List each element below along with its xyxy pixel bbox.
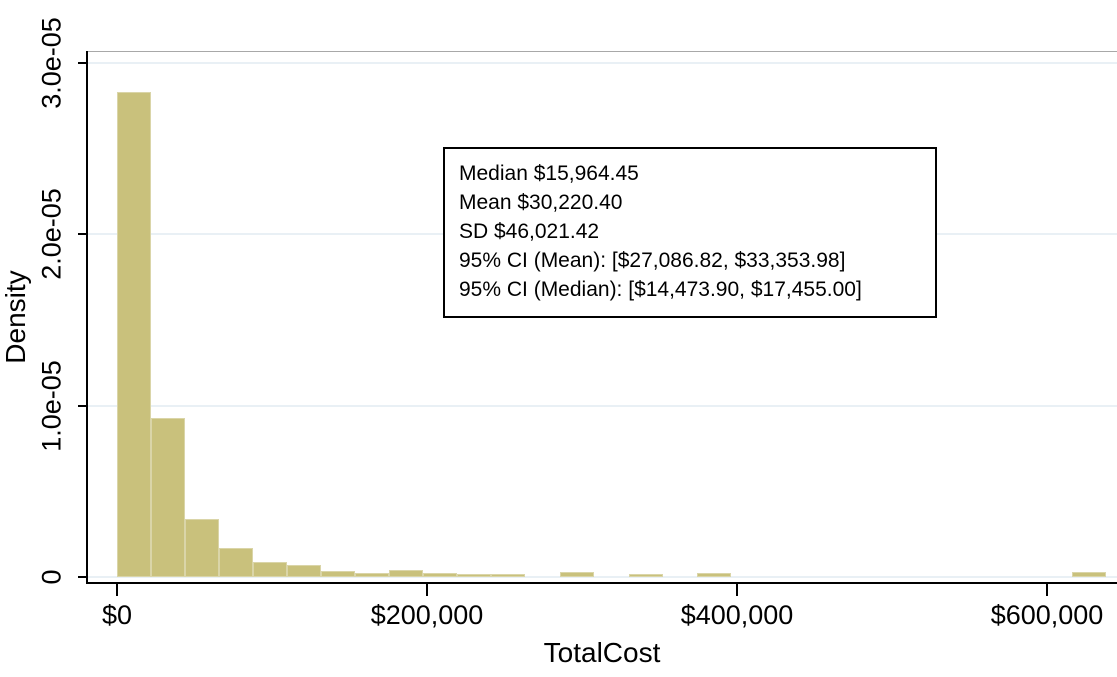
y-tick-label: 1.0e-05 <box>36 360 67 452</box>
histogram-bar <box>355 573 389 577</box>
y-tick-mark <box>78 62 87 64</box>
histogram-bar <box>491 574 525 577</box>
stat-sd: SD $46,021.42 <box>459 220 600 243</box>
stats-annotation-box: Median $15,964.45 Mean $30,220.40 SD $46… <box>443 147 937 318</box>
x-axis-line <box>86 582 1117 584</box>
y-tick-label: 3.0e-05 <box>36 17 67 109</box>
histogram-bar <box>253 562 287 577</box>
histogram-bar <box>117 92 151 577</box>
x-tick-mark <box>1046 584 1048 596</box>
stat-mean: Mean $30,220.40 <box>459 191 623 214</box>
plot-top-border <box>86 51 1117 52</box>
x-tick-mark <box>116 584 118 596</box>
histogram-bar <box>151 418 185 577</box>
histogram-bar <box>560 572 594 577</box>
y-gridline <box>88 62 1117 64</box>
y-tick-label: 2.0e-05 <box>36 188 67 280</box>
y-axis-title: Density <box>0 270 31 364</box>
histogram-bar <box>457 574 491 577</box>
y-gridline <box>88 576 1117 578</box>
stat-median: Median $15,964.45 <box>459 162 639 185</box>
histogram-bar <box>321 571 355 577</box>
x-tick-label: $600,000 <box>990 600 1104 630</box>
x-tick-mark <box>736 584 738 596</box>
y-axis-line <box>86 51 88 584</box>
histogram-bar <box>185 519 219 577</box>
histogram-bar <box>1072 572 1106 577</box>
x-tick-label: $0 <box>101 600 133 630</box>
histogram-bar <box>389 570 423 577</box>
stat-ci-median: 95% CI (Median): [$14,473.90, $17,455.00… <box>459 278 862 301</box>
x-tick-mark <box>426 584 428 596</box>
x-axis-title: TotalCost <box>543 637 661 668</box>
histogram-bar <box>629 574 663 577</box>
x-tick-label: $400,000 <box>680 600 794 630</box>
y-gridline <box>88 405 1117 407</box>
y-tick-label: 0 <box>36 569 67 585</box>
histogram-bar <box>423 573 457 577</box>
histogram-bar <box>219 548 253 577</box>
y-tick-mark <box>78 405 87 407</box>
histogram-bar <box>697 573 731 577</box>
x-tick-label: $200,000 <box>370 600 484 630</box>
stat-ci-mean: 95% CI (Mean): [$27,086.82, $33,353.98] <box>459 249 846 272</box>
histogram-bar <box>287 565 321 577</box>
y-tick-mark <box>78 576 87 578</box>
y-tick-mark <box>78 233 87 235</box>
